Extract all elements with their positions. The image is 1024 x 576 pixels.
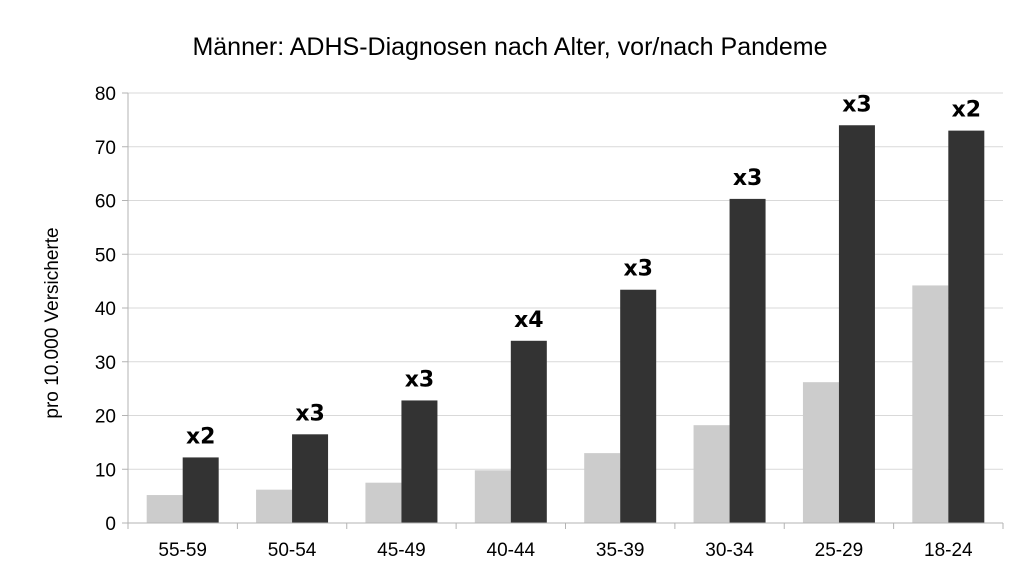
y-tick-label: 20 <box>95 407 116 428</box>
multiplier-label: x3 <box>842 92 872 117</box>
multiplier-label: x3 <box>295 401 325 426</box>
y-tick-label: 60 <box>95 192 116 213</box>
x-axis-ticks: 55-59 50-54 45-49 40-44 35-39 30-34 25-29 18-24 <box>127 523 1004 561</box>
multiplier-label: x2 <box>186 424 216 449</box>
bar-before <box>365 482 402 523</box>
y-tick-label: 30 <box>95 353 116 374</box>
bar-after <box>182 457 219 523</box>
bar-before <box>256 489 293 523</box>
chart-title: Männer: ADHS-Diagnosen nach Alter, vor/n… <box>192 33 827 61</box>
x-tick-label: 40-44 <box>487 540 536 561</box>
y-tick-label: 40 <box>95 299 116 320</box>
bar-before <box>802 382 839 523</box>
x-tick-label: 18-24 <box>924 540 973 561</box>
bar-before <box>584 453 621 523</box>
multiplier-annotations: x2 x3 x3 x4 x3 x3 x3 x2 <box>186 92 981 449</box>
bars <box>146 125 985 523</box>
x-tick-label: 50-54 <box>268 540 317 561</box>
bar-after <box>401 400 438 523</box>
x-tick-label: 35-39 <box>596 540 645 561</box>
multiplier-label: x3 <box>405 367 435 392</box>
y-axis-ticks: 0 10 20 30 40 50 60 70 80 <box>95 84 128 535</box>
bar-after <box>729 198 766 523</box>
y-tick-label: 10 <box>95 460 116 481</box>
y-tick-label: 0 <box>105 514 116 535</box>
bar-before <box>693 425 730 523</box>
x-tick-label: 30-34 <box>705 540 754 561</box>
multiplier-label: x3 <box>623 257 653 282</box>
bar-after <box>948 130 985 523</box>
multiplier-label: x3 <box>733 166 763 191</box>
bar-after <box>838 125 875 523</box>
bar-after <box>510 340 547 523</box>
y-tick-label: 50 <box>95 245 116 266</box>
bar-before <box>912 285 949 523</box>
y-axis-label: pro 10.000 Versicherte <box>42 227 63 418</box>
bar-before <box>474 470 511 523</box>
bar-after <box>292 434 329 523</box>
x-tick-label: 25-29 <box>815 540 864 561</box>
bar-before <box>146 495 183 523</box>
multiplier-label: x4 <box>514 308 544 333</box>
x-tick-label: 45-49 <box>377 540 426 561</box>
gridlines <box>128 92 1003 470</box>
bar-after <box>620 289 657 523</box>
y-tick-label: 70 <box>95 138 116 159</box>
y-tick-label: 80 <box>95 84 116 105</box>
x-tick-label: 55-59 <box>158 540 207 561</box>
multiplier-label: x2 <box>952 98 982 123</box>
